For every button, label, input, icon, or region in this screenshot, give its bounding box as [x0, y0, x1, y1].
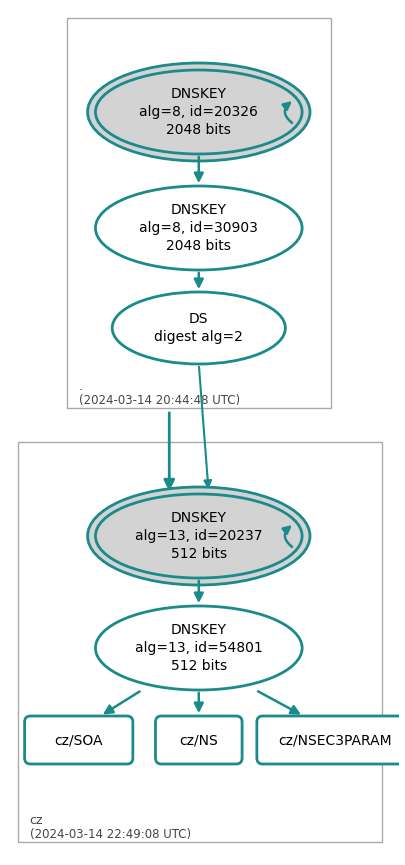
FancyBboxPatch shape — [257, 716, 405, 764]
Text: DNSKEY
alg=8, id=30903
2048 bits: DNSKEY alg=8, id=30903 2048 bits — [139, 202, 258, 253]
Text: cz/NS: cz/NS — [179, 733, 218, 747]
FancyBboxPatch shape — [156, 716, 242, 764]
Ellipse shape — [112, 292, 286, 364]
Ellipse shape — [96, 70, 302, 154]
Text: DS
digest alg=2: DS digest alg=2 — [154, 311, 243, 344]
Ellipse shape — [96, 494, 302, 578]
Ellipse shape — [87, 63, 310, 161]
Text: DNSKEY
alg=13, id=54801
512 bits: DNSKEY alg=13, id=54801 512 bits — [135, 623, 263, 673]
Text: DNSKEY
alg=13, id=20237
512 bits: DNSKEY alg=13, id=20237 512 bits — [135, 510, 262, 561]
Bar — [18, 442, 382, 842]
Ellipse shape — [87, 487, 310, 585]
Text: (2024-03-14 20:44:48 UTC): (2024-03-14 20:44:48 UTC) — [79, 394, 240, 407]
Bar — [67, 18, 330, 408]
Text: cz/NSEC3PARAM: cz/NSEC3PARAM — [278, 733, 391, 747]
Text: DNSKEY
alg=8, id=20326
2048 bits: DNSKEY alg=8, id=20326 2048 bits — [139, 86, 258, 138]
Text: cz/SOA: cz/SOA — [55, 733, 103, 747]
Ellipse shape — [96, 186, 302, 270]
Text: cz: cz — [30, 814, 43, 827]
Text: (2024-03-14 22:49:08 UTC): (2024-03-14 22:49:08 UTC) — [30, 828, 191, 841]
Text: .: . — [79, 380, 83, 393]
FancyBboxPatch shape — [25, 716, 133, 764]
Ellipse shape — [96, 606, 302, 690]
